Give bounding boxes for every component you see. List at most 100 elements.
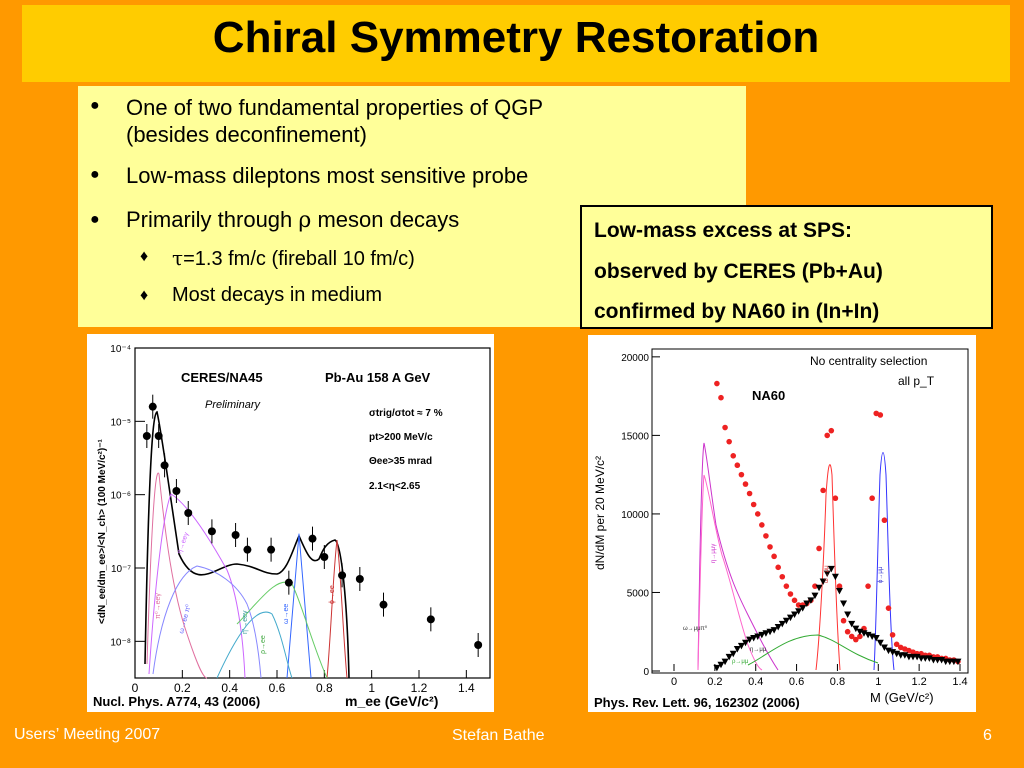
na60-label-phi: ϕ→μμ [878, 566, 884, 583]
callout-box: Low-mass excess at SPS: observed by CERE… [580, 205, 993, 329]
ceres-preliminary: Preliminary [205, 399, 262, 411]
callout-line-2: observed by CERES (Pb+Au) [594, 260, 883, 283]
na60-excess-point [750, 635, 758, 642]
na60-data-point [889, 632, 896, 638]
ceres-label-eta-prime: η'→eeγ [242, 610, 249, 634]
na60-data-point [840, 617, 847, 624]
na60-data-point [828, 427, 835, 434]
ceres-source: Nucl. Phys. A774, 43 (2006) [93, 694, 260, 709]
na60-data-point [730, 453, 737, 459]
sub-bullet-2: Most decays in medium [172, 284, 383, 306]
sub-bullet-1-text: =1.3 fm/c (fireball 10 fm/c) [183, 248, 415, 270]
na60-excess-point [803, 600, 811, 607]
na60-x-tick-label: 0 [671, 676, 677, 688]
na60-excess-point [758, 631, 766, 639]
na60-data-point [718, 394, 724, 401]
na60-excess-point [827, 565, 835, 573]
ceres-phi-curve [326, 539, 348, 679]
na60-source: Phys. Rev. Lett. 96, 162302 (2006) [594, 695, 800, 710]
ceres-data-point [172, 487, 181, 495]
ceres-header-right: Pb-Au 158 A GeV [325, 370, 431, 385]
ceres-pi0-dalitz-curve [146, 472, 208, 679]
na60-data-point [775, 564, 781, 571]
na60-y-tick-label: 10000 [621, 510, 649, 521]
na60-header: No centrality selection [810, 354, 927, 368]
footer-left: Users’ Meeting 2007 [14, 726, 161, 743]
sub-bullet-1: τ=1.3 fm/c (fireball 10 fm/c) [172, 246, 415, 271]
na60-omega-curve [815, 464, 841, 671]
na60-data-point [722, 424, 728, 431]
na60-excess-point [811, 592, 819, 600]
na60-excess-point [840, 600, 848, 607]
na60-excess-point [844, 611, 852, 618]
na60-excess-point [717, 661, 725, 669]
ceres-data-point [142, 432, 151, 440]
ceres-data-point [184, 509, 193, 517]
ceres-legend-2: pt>200 MeV/c [369, 432, 433, 443]
na60-excess-point [876, 639, 884, 647]
ceres-data-point [474, 641, 483, 649]
bullet-glyph: ● [90, 211, 100, 228]
na60-excess-point [729, 650, 737, 658]
na60-y-tick-label: 20000 [621, 353, 649, 364]
na60-data-point [746, 490, 753, 497]
ceres-plot-svg: 0 0.2 0.4 0.6 0.8 1 1.2 1.4 10⁻⁴ 10⁻⁵ 10⁻⁶ 10⁻⁷ 10⁻⁸… [93, 344, 491, 709]
na60-data-point [791, 597, 798, 604]
footer-page-number: 6 [983, 727, 992, 744]
ceres-y-tick-label: 10⁻⁴ [110, 344, 131, 355]
na60-excess-point [770, 627, 778, 634]
ceres-x-tick-label: 0.4 [221, 681, 238, 695]
na60-excess-point [815, 584, 823, 592]
na60-y-tick-label: 0 [643, 667, 649, 678]
bullet-3-pre: Primarily through [126, 207, 299, 232]
tau-symbol: τ [172, 246, 184, 270]
na60-excess-point [831, 573, 839, 581]
ceres-plot: 0 0.2 0.4 0.6 0.8 1 1.2 1.4 10⁻⁴ 10⁻⁵ 10⁻⁶ 10⁻⁷ 10⁻⁸… [87, 334, 494, 712]
na60-plot: 0 0.2 0.4 0.6 0.8 1 1.2 1.4 20000 15000 10000 5000 0… [588, 335, 976, 712]
na60-excess-point [823, 570, 831, 578]
na60-x-tick-label: 1.4 [952, 676, 967, 688]
ceres-y-tick-label: 10⁻⁵ [110, 417, 131, 428]
bullet-1-line-1: One of two fundamental properties of QGP [126, 95, 544, 120]
ceres-y-tick-label: 10⁻⁷ [111, 564, 131, 575]
ceres-x-tick-label: 1.2 [411, 681, 428, 695]
ceres-data-point [320, 553, 329, 561]
callout-line-3: confirmed by NA60 in (In+In) [594, 300, 880, 323]
ceres-data-point [207, 527, 216, 536]
ceres-xlabel: m_ee (GeV/c²) [345, 693, 438, 709]
ceres-omega-dalitz-curve [152, 565, 262, 679]
ceres-ylabel: <dN_ee/dm_ee>/<N_ch> (100 MeV/c²)⁻¹ [97, 439, 108, 624]
na60-data-point [877, 412, 884, 418]
ceres-data-point [308, 534, 317, 543]
sub-bullet-glyph: ♦ [140, 248, 149, 265]
ceres-label-omega: ω→ee [283, 604, 290, 624]
na60-data-point [714, 380, 720, 387]
na60-excess-point [819, 578, 827, 585]
na60-y-tick-label: 15000 [621, 431, 649, 442]
bullet-3: Primarily through ρ meson decays [126, 206, 459, 234]
na60-excess-point [807, 597, 815, 604]
ceres-label-rho: ρ→ee [260, 635, 267, 654]
ceres-eta-prime-curve [216, 611, 293, 679]
na60-x-tick-label: 1.2 [911, 676, 926, 688]
na60-data-point [738, 471, 745, 478]
ceres-data-point [243, 545, 252, 554]
na60-excess-point [786, 614, 794, 622]
ceres-cocktail-sum-curve [144, 410, 350, 679]
na60-data-point [836, 583, 843, 589]
na60-excess-point [713, 664, 721, 672]
ceres-data-point [338, 571, 347, 580]
rho-symbol: ρ [298, 208, 312, 233]
ceres-x-tick-label: 1 [368, 681, 375, 695]
na60-data-point [767, 544, 773, 550]
na60-phi-curve [873, 452, 895, 671]
na60-excess-point [782, 617, 790, 625]
na60-x-tick-label: 0.6 [789, 676, 804, 688]
na60-label-eta-dalitz: η→μμγ [711, 544, 717, 563]
ceres-data-point [231, 531, 240, 539]
ceres-data-point [284, 578, 293, 587]
na60-excess-point [766, 628, 774, 636]
na60-data-point [865, 583, 871, 589]
bullet-3-post: meson decays [311, 207, 460, 232]
callout-line-1: Low-mass excess at SPS: [594, 219, 852, 242]
